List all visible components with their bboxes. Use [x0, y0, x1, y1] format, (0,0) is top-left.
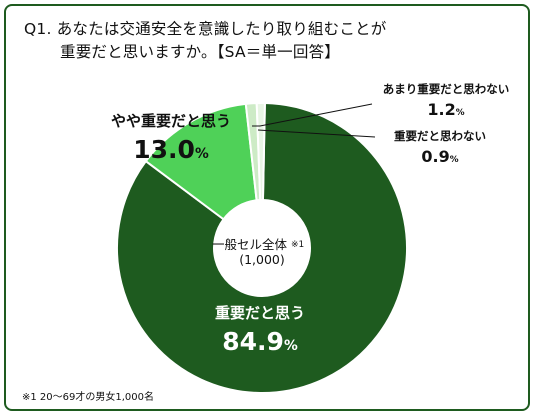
title-line-2: 重要だと思いますか。【SA＝単一回答】	[60, 43, 340, 61]
title-line-1: Q1. あなたは交通安全を意識したり取り組むことが	[24, 20, 387, 38]
chart-title: Q1. あなたは交通安全を意識したり取り組むことが 重要だと思いますか。【SA＝…	[24, 18, 494, 64]
slice-value-3: 0.9%	[421, 147, 459, 166]
slice-label-not-very-important: あまり重要だと思わない 1.2%	[370, 81, 522, 119]
slice-name-3: 重要だと思わない	[394, 129, 486, 143]
slice-value-1: 13.0%	[133, 135, 209, 164]
center-label: 一般セル全体 ※1	[212, 237, 305, 252]
slice-value-0: 84.9%	[222, 327, 298, 356]
slice-not-important	[255, 102, 266, 202]
slice-value-2: 1.2%	[427, 100, 465, 119]
slice-important	[116, 102, 408, 394]
leader-line-not-important	[257, 129, 376, 138]
leader-line-not-very-important	[252, 103, 373, 127]
slice-somewhat-important	[144, 102, 258, 221]
slice-name-0: 重要だと思う	[214, 304, 305, 322]
slice-label-important: 重要だと思う 84.9%	[170, 302, 350, 356]
slice-label-not-important: 重要だと思わない 0.9%	[375, 128, 505, 166]
center-count: (1,000)	[239, 252, 285, 267]
slice-name-1: やや重要だと思う	[110, 112, 231, 130]
slice-label-somewhat-important: やや重要だと思う 13.0%	[96, 110, 246, 164]
footnote: ※1 20～69才の男女1,000名	[22, 392, 154, 403]
slice-name-2: あまり重要だと思わない	[382, 82, 510, 96]
